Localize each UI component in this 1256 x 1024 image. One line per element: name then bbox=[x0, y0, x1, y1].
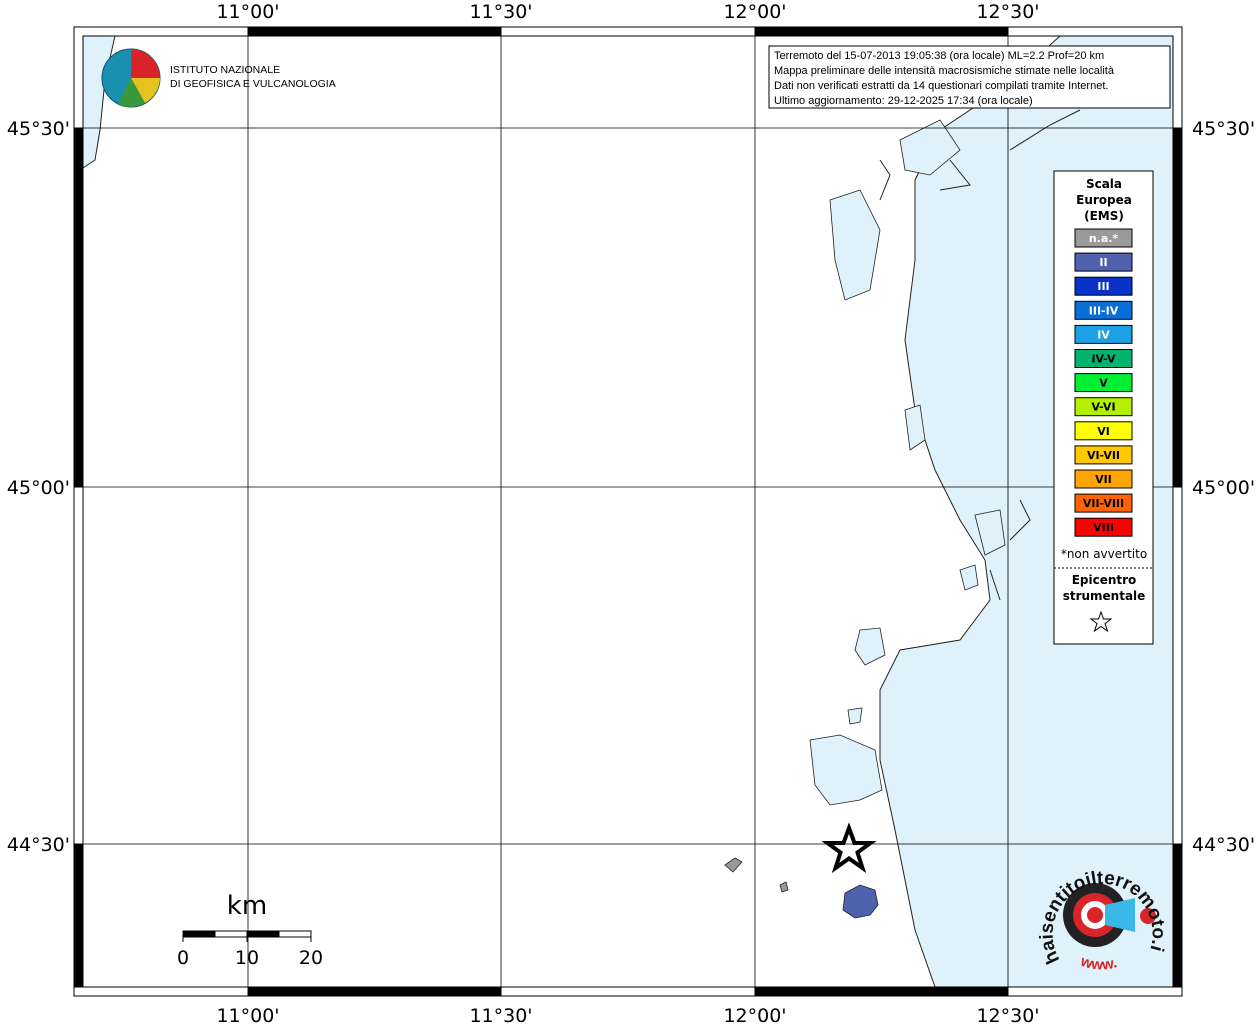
legend-title: (EMS) bbox=[1084, 209, 1124, 223]
legend-star bbox=[1089, 610, 1113, 633]
legend-title: Europea bbox=[1076, 193, 1132, 207]
site-logo-prefix: www. bbox=[1078, 953, 1119, 974]
legend-swatch bbox=[1074, 276, 1133, 296]
lagoons bbox=[809, 119, 1006, 806]
legend-swatch bbox=[1074, 469, 1133, 489]
info-line: Mappa preliminare delle intensità macros… bbox=[774, 65, 1115, 77]
latitude-label: 45°30' bbox=[1192, 118, 1255, 140]
graticule bbox=[83, 36, 1173, 987]
legend-swatch bbox=[1074, 373, 1133, 393]
info-box: Terremoto del 15-07-2013 19:05:38 (ora l… bbox=[768, 45, 1171, 109]
info-line: Terremoto del 15-07-2013 19:05:38 (ora l… bbox=[774, 50, 1104, 62]
legend: ScalaEuropea(EMS)n.a.*IIIIIIII-IVIVIV-VV… bbox=[1053, 170, 1154, 645]
longitude-label: 11°30' bbox=[469, 1005, 532, 1024]
legend-label: VI bbox=[1097, 425, 1110, 438]
latitude-label: 45°30' bbox=[7, 118, 70, 140]
longitude-label: 12°00' bbox=[723, 1, 786, 23]
latitude-label: 44°30' bbox=[7, 834, 70, 856]
legend-label: n.a.* bbox=[1089, 232, 1119, 245]
latitude-label: 44°30' bbox=[1192, 834, 1255, 856]
epicenter-star bbox=[821, 822, 877, 874]
legend-label: V bbox=[1099, 377, 1108, 390]
scale-label: 0 bbox=[177, 947, 189, 969]
legend-label: IV bbox=[1097, 328, 1110, 341]
legend-label: VIII bbox=[1093, 521, 1114, 534]
longitude-label: 11°30' bbox=[469, 1, 532, 23]
svg-text:www.: www. bbox=[1078, 953, 1119, 974]
legend-label: VI-VII bbox=[1087, 449, 1120, 462]
legend-swatch bbox=[1074, 397, 1133, 417]
ingv-logo: ISTITUTO NAZIONALE DI GEOFISICA E VULCAN… bbox=[101, 48, 336, 108]
legend-swatch bbox=[1074, 349, 1133, 368]
legend-label: IV-V bbox=[1091, 353, 1116, 366]
latitude-label: 45°00' bbox=[7, 477, 70, 499]
intensity-area bbox=[842, 884, 879, 919]
coastline bbox=[879, 109, 1081, 601]
logo-text: DI GEOFISICA E VULCANOLOGIA bbox=[170, 78, 336, 90]
legend-swatch bbox=[1074, 421, 1133, 441]
legend-label: VII-VIII bbox=[1083, 497, 1124, 510]
longitude-label: 12°00' bbox=[723, 1005, 786, 1024]
legend-swatch bbox=[1074, 300, 1133, 320]
legend-swatch bbox=[1074, 324, 1133, 344]
logo-text: ISTITUTO NAZIONALE bbox=[170, 64, 280, 76]
legend-label: V-VI bbox=[1091, 401, 1115, 414]
legend-note: *non avvertito bbox=[1061, 547, 1147, 561]
legend-label: II bbox=[1099, 256, 1107, 269]
longitude-label: 11°00' bbox=[216, 1, 279, 23]
intensity-area bbox=[779, 881, 789, 893]
longitude-label: 12°30' bbox=[976, 1005, 1039, 1024]
longitude-label: 12°30' bbox=[976, 1, 1039, 23]
legend-epicenter: strumentale bbox=[1063, 589, 1146, 603]
scale-unit: km bbox=[227, 891, 267, 921]
legend-swatch bbox=[1074, 517, 1133, 537]
scale-label: 20 bbox=[299, 947, 323, 969]
legend-title: Scala bbox=[1086, 177, 1122, 191]
legend-swatch bbox=[1074, 252, 1133, 272]
legend-swatch bbox=[1074, 493, 1133, 513]
latitude-label: 45°00' bbox=[1192, 477, 1255, 499]
longitude-label: 11°00' bbox=[216, 1005, 279, 1024]
legend-label: VII bbox=[1095, 473, 1112, 486]
info-line: Ultimo aggiornamento: 29-12-2025 17:34 (… bbox=[774, 95, 1033, 107]
legend-swatch bbox=[1074, 228, 1133, 248]
legend-label: III-IV bbox=[1089, 304, 1119, 317]
info-line: Dati non verificati estratti da 14 quest… bbox=[774, 80, 1108, 92]
intensity-area bbox=[724, 857, 743, 873]
legend-epicenter: Epicentro bbox=[1072, 573, 1137, 587]
scale-bar: km 0 10 20 bbox=[177, 891, 323, 969]
frame bbox=[73, 26, 1183, 997]
legend-swatch bbox=[1074, 445, 1133, 465]
legend-label: III bbox=[1097, 280, 1109, 293]
scale-label: 10 bbox=[235, 947, 259, 969]
